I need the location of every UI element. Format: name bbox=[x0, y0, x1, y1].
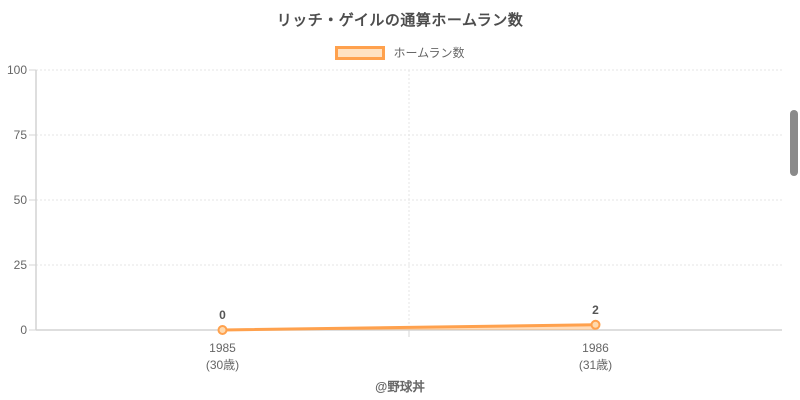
data-point-label: 0 bbox=[219, 308, 226, 322]
data-point[interactable] bbox=[217, 325, 228, 335]
footer-credit: @野球丼 bbox=[375, 380, 425, 394]
data-point-label: 2 bbox=[592, 303, 599, 317]
legend-swatch-icon bbox=[335, 45, 386, 60]
legend-label: ホームラン数 bbox=[393, 46, 465, 60]
series-line bbox=[221, 323, 597, 332]
y-tick-label: 50 bbox=[14, 193, 28, 207]
y-tick-label: 25 bbox=[14, 258, 28, 272]
y-tick-label: 0 bbox=[20, 323, 27, 337]
x-tick-year-label: 1986 bbox=[582, 341, 609, 355]
legend[interactable]: ホームラン数 bbox=[0, 44, 800, 61]
y-tick-label: 100 bbox=[7, 63, 27, 77]
x-tick-age-label: (30歳) bbox=[206, 358, 239, 372]
data-point[interactable] bbox=[590, 319, 601, 330]
scrollbar-thumb[interactable] bbox=[790, 110, 798, 176]
y-tick-label: 75 bbox=[14, 128, 28, 142]
x-tick-year-label: 1985 bbox=[209, 341, 236, 355]
chart-title: リッチ・ゲイルの通算ホームラン数 bbox=[276, 12, 524, 29]
x-tick-age-label: (31歳) bbox=[579, 358, 612, 372]
